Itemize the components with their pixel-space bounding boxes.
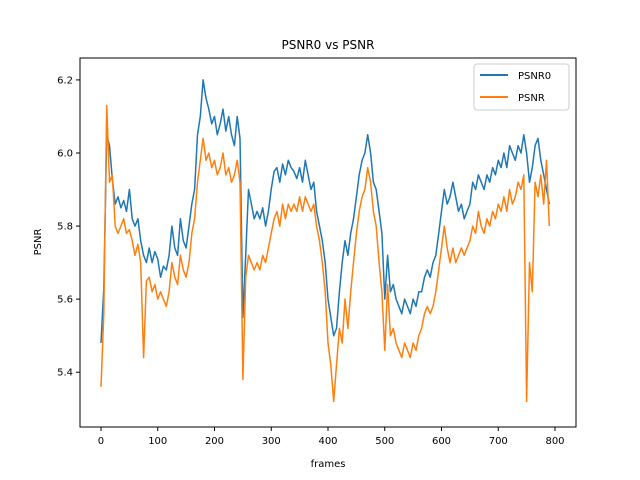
x-tick-label: 400 xyxy=(318,436,337,447)
legend-label-psnr0: PSNR0 xyxy=(518,71,551,82)
x-tick-label: 200 xyxy=(205,436,224,447)
x-tick-label: 500 xyxy=(375,436,394,447)
y-tick-label: 5.6 xyxy=(57,295,73,306)
chart-title: PSNR0 vs PSNR xyxy=(282,38,375,52)
x-tick-label: 300 xyxy=(262,436,281,447)
x-tick-label: 0 xyxy=(98,436,104,447)
y-tick-label: 5.4 xyxy=(57,368,73,379)
x-tick-label: 100 xyxy=(148,436,167,447)
legend: PSNR0 PSNR xyxy=(473,63,570,111)
x-tick-label: 700 xyxy=(489,436,508,447)
legend-label-psnr: PSNR xyxy=(518,93,545,104)
y-tick-label: 6.2 xyxy=(57,75,73,86)
y-tick-label: 5.8 xyxy=(57,222,73,233)
x-tick-label: 800 xyxy=(545,436,564,447)
x-axis-ticks: 0 100 200 300 400 500 600 700 800 xyxy=(98,427,565,447)
y-axis-ticks: 5.4 5.6 5.8 6.0 6.2 xyxy=(57,75,80,379)
series-layer xyxy=(100,79,551,403)
series-line-psnr xyxy=(100,104,551,403)
series-line-psnr0 xyxy=(100,79,551,344)
y-axis-label: PSNR xyxy=(33,229,44,256)
y-tick-label: 6.0 xyxy=(57,148,73,159)
x-tick-label: 600 xyxy=(432,436,451,447)
x-axis-label: frames xyxy=(311,459,346,470)
